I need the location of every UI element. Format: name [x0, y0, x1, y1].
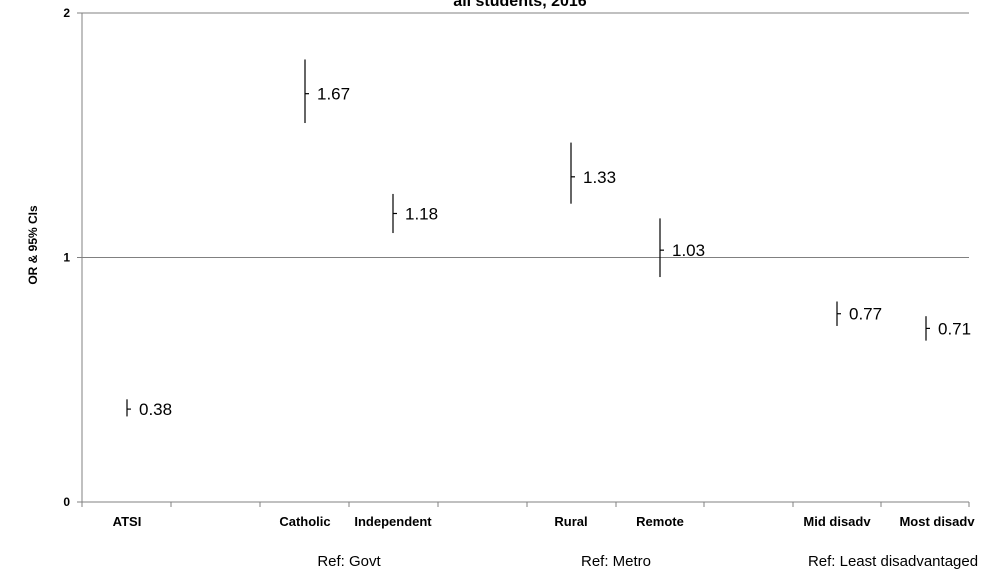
reference-group-label: Ref: Metro — [581, 553, 651, 570]
data-label: 0.38 — [139, 400, 172, 419]
x-tick-labels: ATSI Catholic Independent Rural Remote Mid di… — [113, 514, 976, 529]
y-tick-label: 0 — [63, 495, 70, 509]
data-label: 1.18 — [405, 204, 438, 223]
data-label: 1.67 — [317, 85, 350, 104]
data-label: 0.77 — [849, 305, 882, 324]
x-tick-label: Most disadv — [899, 514, 975, 529]
data-marks: 0.38 1.67 1.18 1.33 1.03 0.77 0.71 — [126, 59, 971, 419]
reference-labels: Ref: Govt Ref: Metro Ref: Least disadvanta… — [317, 553, 978, 570]
reference-group-label: Ref: Govt — [317, 553, 381, 570]
x-tick-label: Independent — [354, 514, 432, 529]
data-label: 0.71 — [938, 319, 971, 338]
y-tick-labels: 0 1 2 — [63, 6, 70, 509]
x-tick-label: Remote — [636, 514, 684, 529]
x-tick-label: Mid disadv — [803, 514, 871, 529]
x-tick-label: Catholic — [279, 514, 330, 529]
axes — [77, 12, 970, 507]
chart-title: all students, 2016 — [453, 0, 586, 10]
reference-group-label: Ref: Least disadvantaged — [808, 553, 978, 570]
y-axis-label: OR & 95% CIs — [26, 205, 40, 285]
data-label: 1.03 — [672, 241, 705, 260]
x-tick-label: Rural — [554, 514, 587, 529]
y-tick-label: 1 — [63, 251, 70, 265]
gridlines — [82, 12, 969, 258]
data-label: 1.33 — [583, 168, 616, 187]
y-tick-label: 2 — [63, 6, 70, 20]
x-tick-label: ATSI — [113, 514, 142, 529]
